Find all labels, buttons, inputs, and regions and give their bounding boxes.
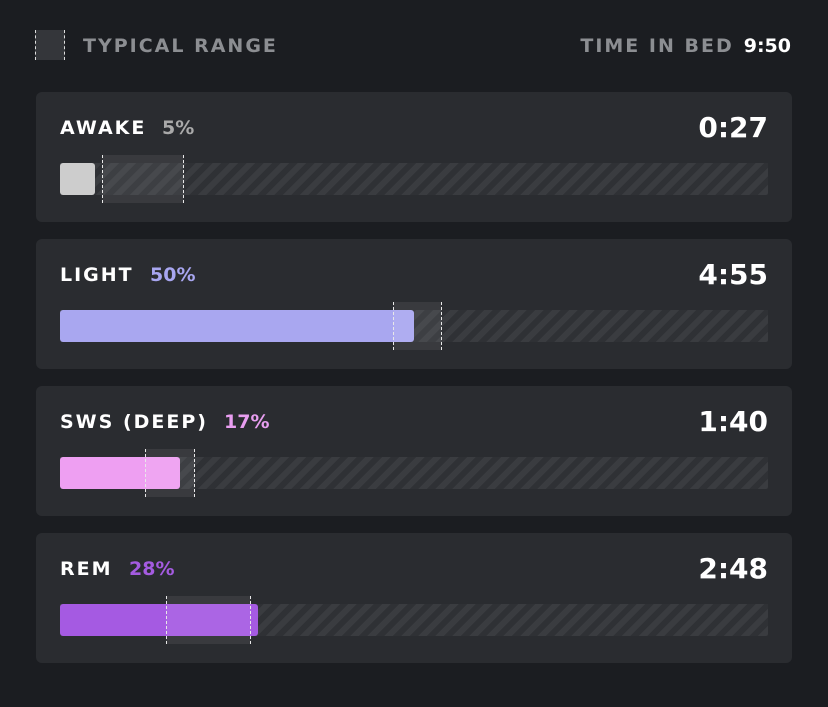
stage-bar xyxy=(60,310,414,342)
stage-duration: 1:40 xyxy=(698,405,768,438)
typical-range xyxy=(392,302,443,350)
stage-bar xyxy=(60,457,181,489)
stage-card: SWS (DEEP) 17% 1:40 xyxy=(36,386,792,516)
bar-track xyxy=(60,596,768,644)
time-in-bed: TIME IN BED 9:50 xyxy=(580,34,791,58)
time-in-bed-value: 9:50 xyxy=(743,35,791,57)
typical-range xyxy=(102,155,184,203)
stage-card: REM 28% 2:48 xyxy=(36,533,792,663)
stage-bar xyxy=(60,163,96,195)
legend-icon xyxy=(35,30,65,60)
stage-duration: 2:48 xyxy=(698,552,768,585)
stage-card: AWAKE 5% 0:27 xyxy=(36,92,792,222)
time-in-bed-label: TIME IN BED xyxy=(580,35,734,57)
stage-name: SWS (DEEP) xyxy=(60,411,208,433)
stage-percent: 17% xyxy=(224,411,270,433)
legend-label: TYPICAL RANGE xyxy=(83,35,278,57)
stage-duration: 0:27 xyxy=(698,111,768,144)
stage-name: LIGHT xyxy=(60,264,134,286)
stage-name: REM xyxy=(60,558,113,580)
stage-percent: 5% xyxy=(162,117,195,139)
bar-track xyxy=(60,449,768,497)
stage-name: AWAKE xyxy=(60,117,147,139)
bar-track xyxy=(60,155,768,203)
stage-percent: 50% xyxy=(150,264,196,286)
stage-duration: 4:55 xyxy=(698,258,768,291)
typical-range xyxy=(144,449,195,497)
stage-bar xyxy=(60,604,259,636)
stage-card: LIGHT 50% 4:55 xyxy=(36,239,792,369)
bar-track xyxy=(60,302,768,350)
stage-percent: 28% xyxy=(129,558,175,580)
typical-range xyxy=(166,596,252,644)
